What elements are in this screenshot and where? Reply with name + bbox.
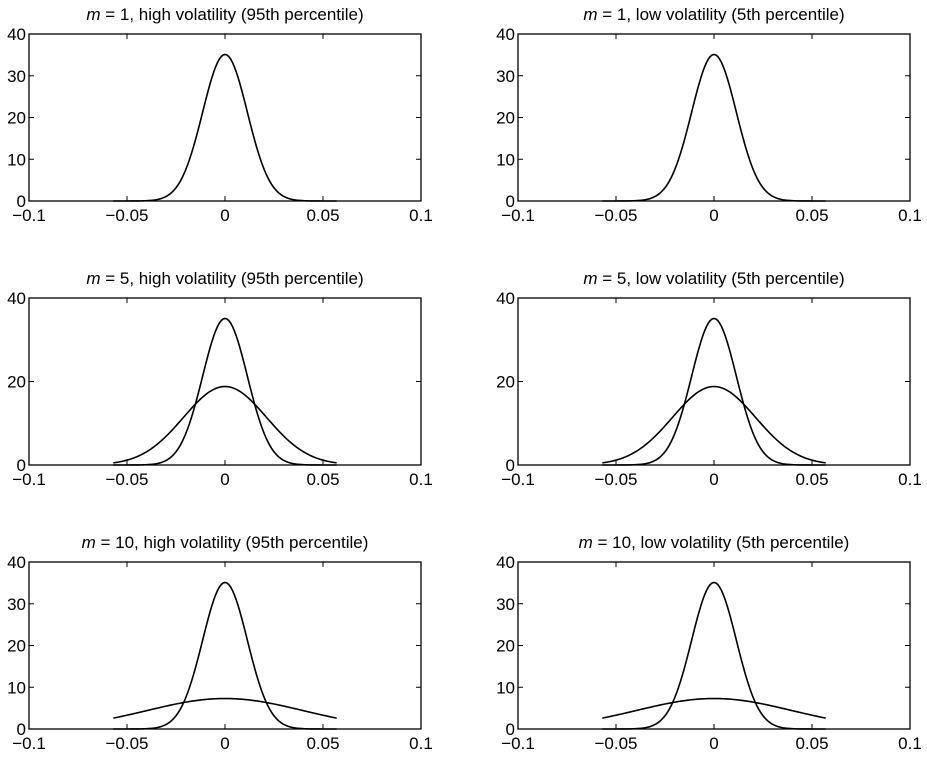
y-tick-label: 10 — [496, 150, 515, 169]
subplot-1: m = 1, high volatility (95th percentile)… — [7, 5, 433, 225]
x-tick-label: 0 — [709, 206, 718, 225]
y-tick-label: 0 — [506, 720, 515, 739]
subplot-title: m = 5, low volatility (5th percentile) — [583, 269, 844, 288]
x-tick-label: −0.05 — [594, 470, 637, 489]
x-tick-label: 0.1 — [898, 734, 922, 753]
x-tick-label: −0.05 — [594, 206, 637, 225]
x-tick-label: −0.1 — [501, 206, 535, 225]
y-tick-label: 20 — [496, 373, 515, 392]
x-tick-label: 0.05 — [306, 734, 339, 753]
x-tick-label: −0.05 — [105, 734, 148, 753]
y-tick-label: 40 — [496, 553, 515, 572]
x-tick-label: 0 — [220, 734, 229, 753]
x-tick-label: 0.05 — [306, 470, 339, 489]
title-text: = 1, low volatility (5th percentile) — [598, 5, 845, 24]
x-tick-label: 0.05 — [795, 734, 828, 753]
x-tick-label: 0.05 — [306, 206, 339, 225]
series-line — [113, 317, 337, 466]
x-tick-label: −0.05 — [105, 470, 148, 489]
subplot-4: m = 5, low volatility (5th percentile) −0… — [496, 269, 922, 489]
subplot-2: m = 1, low volatility (5th percentile) −0… — [496, 5, 922, 225]
y-tick-label: 40 — [7, 25, 26, 44]
title-variable: m — [583, 5, 597, 24]
x-tick-label: 0.1 — [898, 206, 922, 225]
x-tick-label: 0.05 — [795, 206, 828, 225]
series-line — [602, 697, 826, 719]
x-tick-label: −0.05 — [105, 206, 148, 225]
series-line — [113, 697, 337, 719]
y-tick-label: 40 — [496, 289, 515, 308]
subplot-title: m = 10, high volatility (95th percentile… — [82, 533, 369, 552]
y-tick-label: 10 — [496, 678, 515, 697]
y-tick-label: 30 — [7, 595, 26, 614]
series-line — [113, 385, 337, 464]
x-tick-label: 0.1 — [898, 470, 922, 489]
x-tick-label: 0 — [709, 470, 718, 489]
y-tick-label: 20 — [496, 109, 515, 128]
y-tick-label: 20 — [7, 109, 26, 128]
y-tick-label: 30 — [496, 595, 515, 614]
subplot-6: m = 10, low volatility (5th percentile) −… — [496, 533, 922, 753]
subplot-3: m = 5, high volatility (95th percentile)… — [7, 269, 433, 489]
title-text: = 10, low volatility (5th percentile) — [593, 533, 850, 552]
axes-box — [517, 561, 911, 730]
series-line — [602, 53, 826, 202]
y-tick-label: 20 — [496, 637, 515, 656]
series-line — [113, 581, 337, 730]
x-tick-label: 0.1 — [409, 206, 433, 225]
series-line — [602, 385, 826, 464]
title-text: = 10, high volatility (95th percentile) — [96, 533, 369, 552]
x-tick-label: −0.1 — [501, 734, 535, 753]
y-tick-label: 0 — [17, 192, 26, 211]
y-tick-label: 30 — [7, 67, 26, 86]
axes-box — [28, 33, 422, 202]
x-tick-label: 0 — [709, 734, 718, 753]
series-line — [113, 53, 337, 202]
y-tick-label: 10 — [7, 150, 26, 169]
subplot-title: m = 1, high volatility (95th percentile) — [86, 5, 363, 24]
subplot-title: m = 10, low volatility (5th percentile) — [579, 533, 850, 552]
series-line — [602, 317, 826, 466]
axes-box — [28, 297, 422, 466]
title-text: = 5, low volatility (5th percentile) — [598, 269, 845, 288]
title-variable: m — [86, 269, 100, 288]
y-tick-label: 0 — [17, 456, 26, 475]
y-tick-label: 40 — [496, 25, 515, 44]
axes-box — [28, 561, 422, 730]
y-tick-label: 20 — [7, 637, 26, 656]
subplot-title: m = 5, high volatility (95th percentile) — [86, 269, 363, 288]
y-tick-label: 30 — [496, 67, 515, 86]
subplot-5: m = 10, high volatility (95th percentile… — [7, 533, 433, 753]
x-tick-label: −0.1 — [12, 734, 46, 753]
title-variable: m — [579, 533, 593, 552]
series-line — [602, 581, 826, 730]
y-tick-label: 0 — [17, 720, 26, 739]
x-tick-label: −0.1 — [12, 470, 46, 489]
y-tick-label: 0 — [506, 192, 515, 211]
x-tick-label: 0 — [220, 470, 229, 489]
title-variable: m — [82, 533, 96, 552]
y-tick-label: 20 — [7, 373, 26, 392]
x-tick-label: 0.05 — [795, 470, 828, 489]
axes-box — [517, 297, 911, 466]
title-variable: m — [86, 5, 100, 24]
y-tick-label: 40 — [7, 289, 26, 308]
title-variable: m — [583, 269, 597, 288]
y-tick-label: 40 — [7, 553, 26, 572]
y-tick-label: 0 — [506, 456, 515, 475]
x-tick-label: 0.1 — [409, 470, 433, 489]
x-tick-label: 0.1 — [409, 734, 433, 753]
axes-box — [517, 33, 911, 202]
x-tick-label: 0 — [220, 206, 229, 225]
x-tick-label: −0.05 — [594, 734, 637, 753]
y-tick-label: 10 — [7, 678, 26, 697]
x-tick-label: −0.1 — [12, 206, 46, 225]
x-tick-label: −0.1 — [501, 470, 535, 489]
subplot-title: m = 1, low volatility (5th percentile) — [583, 5, 844, 24]
title-text: = 5, high volatility (95th percentile) — [101, 269, 364, 288]
title-text: = 1, high volatility (95th percentile) — [101, 5, 364, 24]
